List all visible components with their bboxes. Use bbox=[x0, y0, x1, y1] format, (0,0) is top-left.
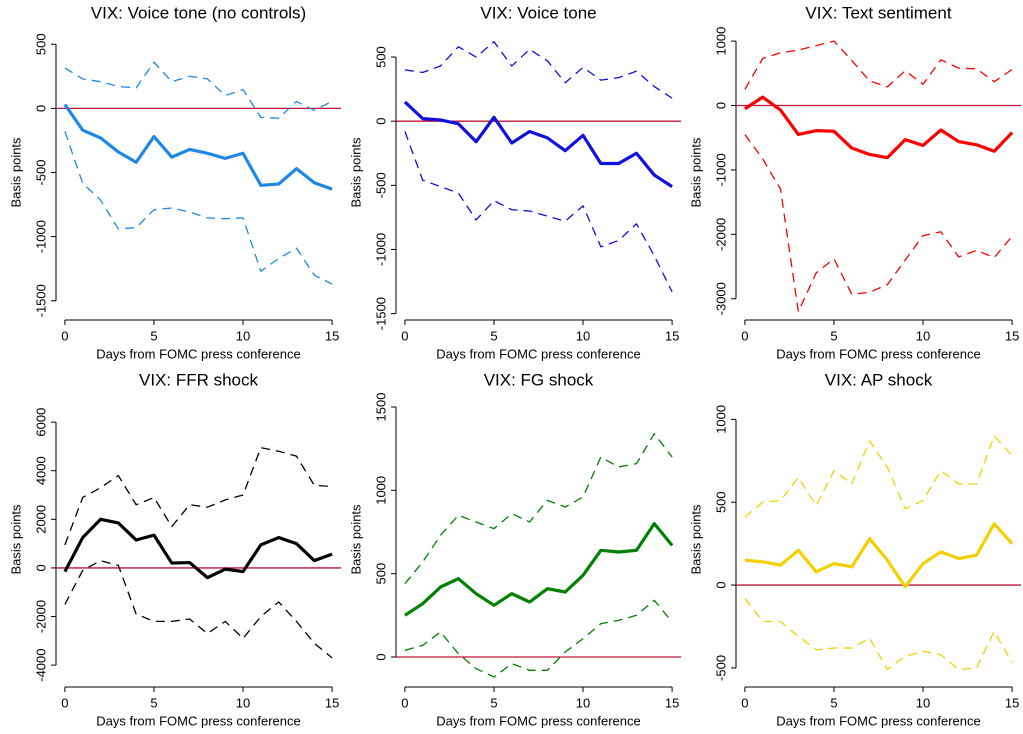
series-line bbox=[404, 41, 673, 99]
y-tick-label: 0 bbox=[373, 118, 388, 125]
x-tick-label: 0 bbox=[401, 695, 408, 710]
x-tick-label: 5 bbox=[490, 695, 497, 710]
y-tick-label: 0 bbox=[33, 105, 48, 112]
chart-title: VIX: Voice tone bbox=[480, 3, 596, 22]
x-axis-label: Days from FOMC press conference bbox=[436, 713, 640, 728]
series-line bbox=[64, 131, 333, 285]
series-line bbox=[64, 559, 333, 659]
series-line bbox=[404, 131, 673, 293]
x-tick-label: 5 bbox=[830, 328, 837, 343]
x-tick-label: 10 bbox=[236, 328, 250, 343]
y-tick-label: 1000 bbox=[713, 27, 728, 56]
y-tick-label: 1000 bbox=[713, 405, 728, 434]
x-tick-label: 5 bbox=[150, 695, 157, 710]
x-tick-label: 15 bbox=[665, 328, 679, 343]
x-axis-label: Days from FOMC press conference bbox=[436, 346, 640, 361]
y-tick-label: -3000 bbox=[713, 282, 728, 315]
series-line bbox=[403, 100, 673, 188]
y-tick-label: 0 bbox=[713, 102, 728, 109]
x-tick-label: 10 bbox=[916, 328, 930, 343]
x-axis-label: Days from FOMC press conference bbox=[96, 346, 300, 361]
series-line bbox=[744, 134, 1013, 313]
y-tick-label: 1000 bbox=[373, 476, 388, 505]
y-tick-label: 6000 bbox=[33, 408, 48, 437]
x-tick-label: 5 bbox=[830, 695, 837, 710]
y-axis-label: Basis points bbox=[688, 504, 703, 575]
x-tick-label: 15 bbox=[325, 695, 339, 710]
y-tick-label: -1500 bbox=[33, 284, 48, 317]
y-tick-label: 500 bbox=[373, 563, 388, 585]
x-tick-label: 5 bbox=[150, 328, 157, 343]
series-line bbox=[744, 522, 1014, 589]
x-tick-label: 10 bbox=[576, 328, 590, 343]
y-tick-label: -500 bbox=[373, 172, 388, 198]
series-line bbox=[63, 103, 333, 191]
chart-title: VIX: FFR shock bbox=[139, 370, 259, 389]
y-tick-label: 500 bbox=[33, 33, 48, 55]
y-tick-label: -4000 bbox=[33, 649, 48, 682]
y-tick-label: 0 bbox=[33, 564, 48, 571]
x-tick-label: 15 bbox=[325, 328, 339, 343]
y-tick-label: -1500 bbox=[373, 297, 388, 330]
y-tick-label: 500 bbox=[713, 491, 728, 513]
series-line bbox=[63, 517, 333, 580]
chart-title: VIX: AP shock bbox=[825, 370, 933, 389]
series-line bbox=[744, 597, 1013, 671]
x-tick-label: 0 bbox=[741, 328, 748, 343]
y-tick-label: -500 bbox=[33, 159, 48, 185]
series-line bbox=[404, 599, 673, 678]
chart-title: VIX: Voice tone (no controls) bbox=[91, 3, 306, 22]
y-tick-label: -2000 bbox=[33, 600, 48, 633]
y-tick-label: -2000 bbox=[713, 218, 728, 251]
x-tick-label: 15 bbox=[665, 695, 679, 710]
y-tick-label: -1000 bbox=[713, 153, 728, 186]
panel: VIX: Voice tone (no controls) Basis point… bbox=[8, 3, 341, 361]
x-tick-label: 15 bbox=[1005, 328, 1019, 343]
series-line bbox=[744, 40, 1013, 90]
x-axis-label: Days from FOMC press conference bbox=[96, 713, 300, 728]
y-tick-label: 4000 bbox=[33, 456, 48, 485]
x-tick-label: 0 bbox=[61, 695, 68, 710]
y-axis-label: Basis points bbox=[348, 504, 363, 575]
y-tick-label: -1000 bbox=[373, 233, 388, 266]
y-tick-label: 1500 bbox=[373, 393, 388, 422]
y-tick-label: 0 bbox=[713, 581, 728, 588]
x-axis-label: Days from FOMC press conference bbox=[776, 713, 980, 728]
x-tick-label: 10 bbox=[236, 695, 250, 710]
panel: VIX: FFR shock Basis points Days from FOMC… bbox=[8, 370, 341, 728]
series-line bbox=[404, 522, 674, 617]
series-line bbox=[64, 446, 333, 546]
series-line bbox=[64, 61, 333, 119]
series-line bbox=[404, 433, 673, 585]
chart-title: VIX: Text sentiment bbox=[805, 3, 951, 22]
y-axis-label: Basis points bbox=[8, 504, 23, 575]
x-tick-label: 0 bbox=[741, 695, 748, 710]
y-tick-label: 2000 bbox=[33, 505, 48, 534]
x-tick-label: 15 bbox=[1005, 695, 1019, 710]
y-axis-label: Basis points bbox=[688, 137, 703, 208]
y-axis-label: Basis points bbox=[348, 137, 363, 208]
panel: VIX: AP shock Basis points Days from FOMC … bbox=[688, 370, 1021, 728]
series-line bbox=[744, 435, 1013, 518]
y-tick-label: 0 bbox=[373, 653, 388, 660]
y-tick-label: -1000 bbox=[33, 220, 48, 253]
panel: VIX: Voice tone Basis points Days from FOM… bbox=[348, 3, 681, 361]
x-tick-label: 0 bbox=[61, 328, 68, 343]
y-tick-label: -500 bbox=[713, 655, 728, 681]
x-tick-label: 10 bbox=[916, 695, 930, 710]
x-tick-label: 0 bbox=[401, 328, 408, 343]
series-line bbox=[744, 95, 1014, 160]
y-axis-label: Basis points bbox=[8, 137, 23, 208]
y-tick-label: 500 bbox=[373, 46, 388, 68]
panel: VIX: Text sentiment Basis points Days from… bbox=[688, 3, 1021, 361]
x-tick-label: 10 bbox=[576, 695, 590, 710]
chart-title: VIX: FG shock bbox=[484, 370, 594, 389]
x-tick-label: 5 bbox=[490, 328, 497, 343]
panel: VIX: FG shock Basis points Days from FOMC … bbox=[348, 370, 681, 728]
x-axis-label: Days from FOMC press conference bbox=[776, 346, 980, 361]
